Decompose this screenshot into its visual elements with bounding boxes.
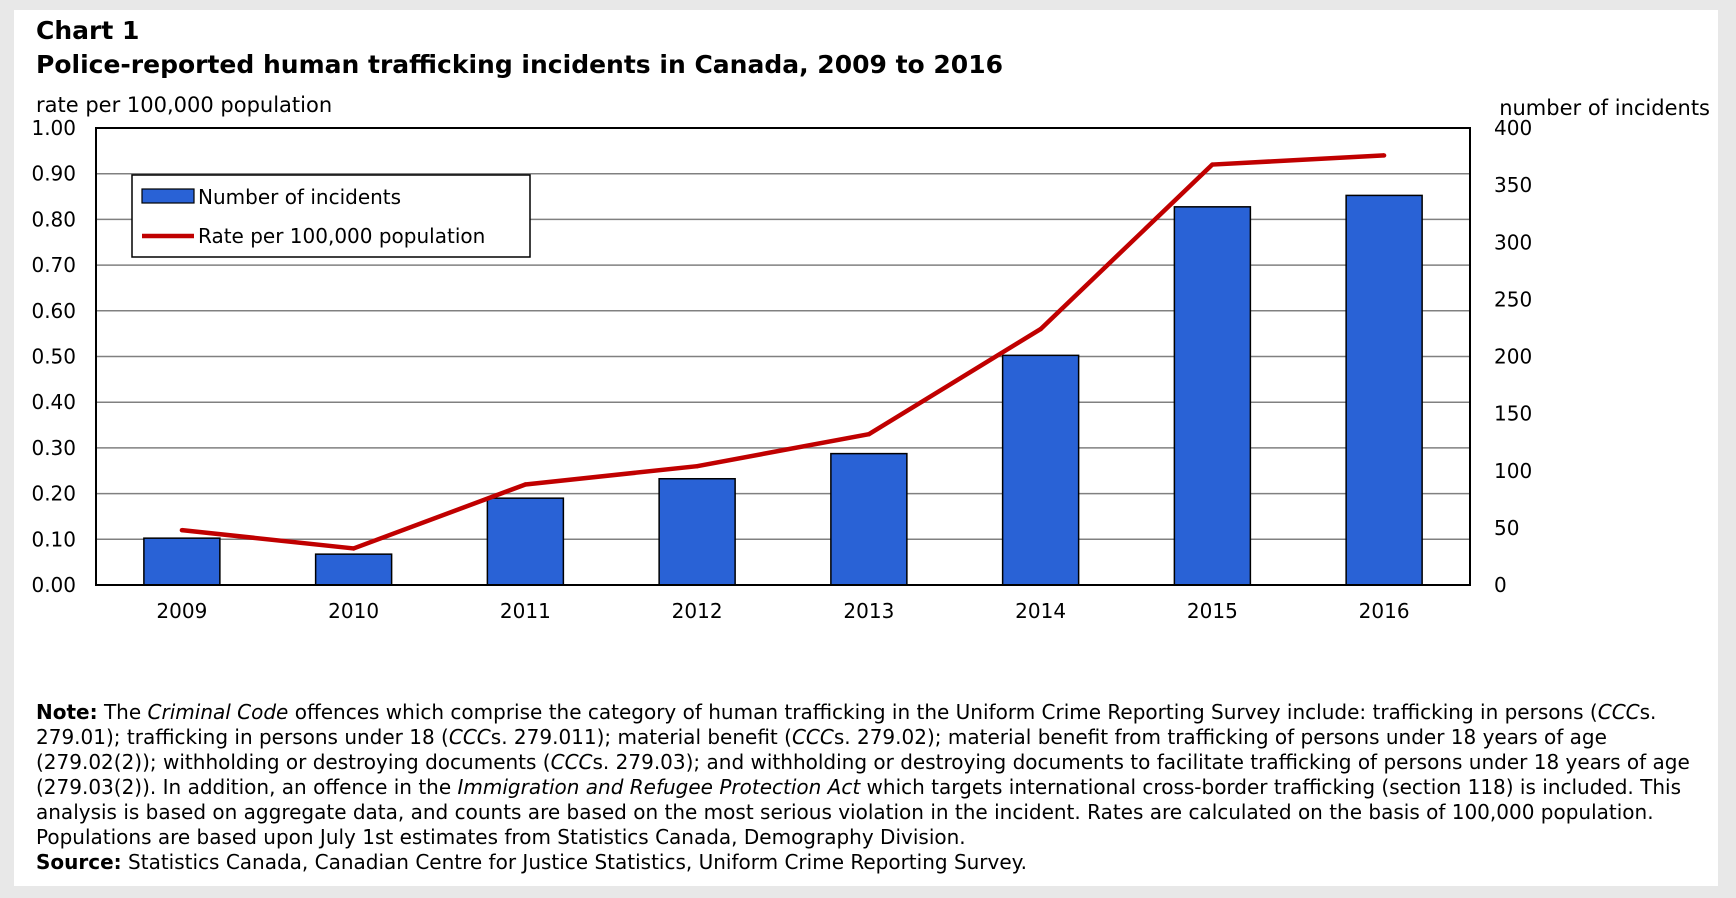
note-italic-term: CCC xyxy=(791,725,834,749)
right-tick-label: 300 xyxy=(1494,230,1532,254)
note-text-segment: offences which comprise the category of … xyxy=(288,700,1598,724)
rate-point xyxy=(1210,162,1215,167)
bar xyxy=(658,477,736,586)
x-tick-label: 2012 xyxy=(672,599,723,623)
chart-title: Police-reported human trafficking incide… xyxy=(36,50,1003,79)
rate-point xyxy=(694,463,700,469)
x-tick-label: 2014 xyxy=(1015,599,1066,623)
plot-border xyxy=(95,127,1471,586)
right-tick-label: 400 xyxy=(1494,116,1532,140)
note-text-segment: s. 279.02); material benefit from traffi… xyxy=(36,725,1607,774)
left-tick-label: 0.10 xyxy=(31,527,76,551)
legend-label-rate: Rate per 100,000 population xyxy=(198,224,485,248)
x-tick-label: 2013 xyxy=(843,599,894,623)
bar xyxy=(830,452,908,586)
bar xyxy=(1345,194,1423,586)
bar xyxy=(486,497,565,586)
note-italic-term: Immigration and Refugee Protection Act xyxy=(457,775,861,799)
right-tick-label: 50 xyxy=(1494,516,1519,540)
note-label: Note: xyxy=(36,700,98,724)
note-text-segment: s. 279.011); material benefit ( xyxy=(490,725,792,749)
left-tick-label: 1.00 xyxy=(31,116,76,140)
bar xyxy=(143,537,221,586)
note-text-segment: which targets international cross-border… xyxy=(36,775,1682,849)
left-tick-label: 0.30 xyxy=(31,436,76,460)
left-tick-label: 0.70 xyxy=(31,253,76,277)
legend-bar-swatch xyxy=(141,188,195,204)
x-tick-label: 2010 xyxy=(328,599,379,623)
note-text-segment: The xyxy=(97,700,148,724)
note-italic-term: CCC xyxy=(550,750,593,774)
bar xyxy=(1173,206,1252,586)
bar-series xyxy=(143,194,1423,586)
rate-line xyxy=(181,153,1385,551)
right-tick-label: 150 xyxy=(1494,402,1532,426)
note-paragraph: Note: The Criminal Code offences which c… xyxy=(36,700,1696,850)
note-italic-term: CCC xyxy=(1597,700,1640,724)
combo-chart: 0.00 0.10 0.20 0.30 0.40 0.50 0.60 0.70 0.80 0.90… xyxy=(31,116,1532,623)
rate-point xyxy=(1038,326,1043,332)
rate-point xyxy=(523,482,528,487)
x-tick-label: 2011 xyxy=(500,599,551,623)
rate-point xyxy=(179,527,185,533)
left-tick-label: 0.80 xyxy=(31,207,76,231)
legend: Number of incidents Rate per 100,000 popu… xyxy=(131,174,531,258)
x-tick-label: 2009 xyxy=(156,599,207,623)
note-text: The Criminal Code offences which compris… xyxy=(36,700,1690,849)
rate-point xyxy=(866,431,872,437)
note-text-segment: s. 279.01); trafficking in persons under… xyxy=(36,700,1657,749)
x-tick-label: 2016 xyxy=(1359,599,1410,623)
left-tick-label: 0.40 xyxy=(31,390,76,414)
left-tick-label: 0.00 xyxy=(31,573,76,597)
right-axis-title: number of incidents xyxy=(1499,96,1710,120)
right-tick-label: 0 xyxy=(1494,573,1507,597)
rate-point xyxy=(351,546,356,551)
line-series xyxy=(179,153,1387,551)
note-text-segment: s. 279.03); and withholding or destroyin… xyxy=(36,750,1690,799)
source-label: Source: xyxy=(36,850,122,874)
bar xyxy=(1001,354,1080,586)
right-tick-label: 100 xyxy=(1494,459,1532,483)
source-text: Statistics Canada, Canadian Centre for J… xyxy=(121,850,1028,874)
x-tick-label: 2015 xyxy=(1187,599,1238,623)
footnotes: Note: The Criminal Code offences which c… xyxy=(36,700,1696,875)
left-axis-title: rate per 100,000 population xyxy=(36,93,333,117)
chart-frame: Chart 1 Police-reported human traffickin… xyxy=(14,10,1718,886)
rate-point xyxy=(1381,153,1387,158)
source-paragraph: Source: Statistics Canada, Canadian Cent… xyxy=(36,850,1696,875)
note-italic-term: Criminal Code xyxy=(147,700,289,724)
note-italic-term: CCC xyxy=(448,725,491,749)
left-tick-label: 0.50 xyxy=(31,345,76,369)
legend-box xyxy=(131,174,531,258)
right-tick-label: 350 xyxy=(1494,173,1532,197)
right-tick-label: 250 xyxy=(1494,287,1532,311)
left-tick-label: 0.90 xyxy=(31,162,76,186)
bar xyxy=(314,553,393,586)
left-tick-label: 0.60 xyxy=(31,299,76,323)
right-tick-label: 200 xyxy=(1494,345,1532,369)
left-tick-label: 0.20 xyxy=(31,482,76,506)
chart-number: Chart 1 xyxy=(36,16,140,45)
legend-label-incidents: Number of incidents xyxy=(198,185,401,209)
axes: 0.00 0.10 0.20 0.30 0.40 0.50 0.60 0.70 0.80 0.90… xyxy=(31,116,1532,623)
